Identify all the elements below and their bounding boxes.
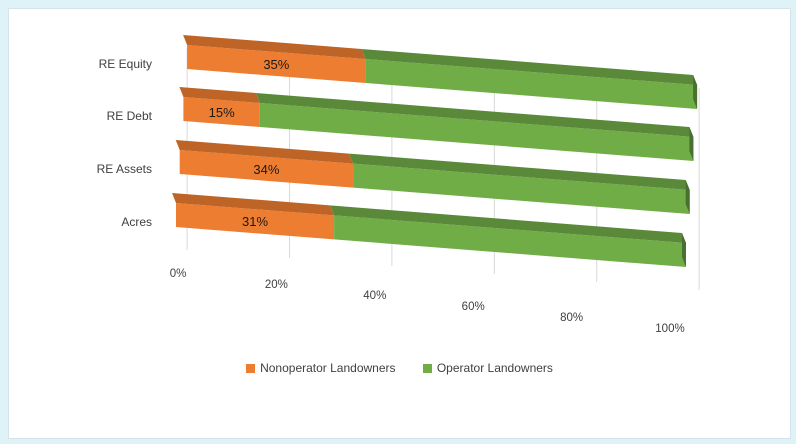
bar-segment-nonoperator-acres [172,193,335,240]
category-label-re-equity: RE Equity [99,57,152,71]
bar-segment-operator-re-debt [255,93,694,161]
bar-segment-operator-acres [330,205,686,267]
x-tick-label: 0% [170,268,187,280]
legend-item-operator: Operator Landowners [422,361,553,375]
chart-area: RE Equity RE Debt RE Assets Acres 0% 20% 40% 6… [8,8,791,439]
bar-segment-nonoperator-re-equity [183,35,366,83]
legend-swatch-operator [422,364,432,373]
x-tick-label: 20% [265,279,288,291]
bar-segment-nonoperator-re-assets [175,140,354,188]
legend-swatch-nonoperator [246,364,256,373]
tick-labels: 0% 20% 40% 60% 80% 100% [170,268,685,335]
bar-segment-operator-re-equity [361,49,698,109]
legend-label-nonoperator: Nonoperator Landowners [260,361,396,375]
data-label-acres: 31% [242,214,268,229]
x-tick-label: 60% [462,301,485,313]
x-tick-label: 100% [655,323,684,335]
category-label-re-debt: RE Debt [107,109,153,123]
data-label-re-equity: 35% [263,57,289,72]
data-label-re-assets: 34% [253,162,279,177]
bar-segment-nonoperator-re-debt [179,87,260,127]
bar-segment-operator-re-assets [349,153,690,214]
legend-item-nonoperator: Nonoperator Landowners [246,361,396,375]
bars [172,35,698,267]
x-tick-label: 80% [560,312,583,324]
data-labels: 35% 15% 34% 31% [209,57,290,229]
category-label-re-assets: RE Assets [97,162,152,176]
data-label-re-debt: 15% [209,105,235,120]
category-label-acres: Acres [121,215,152,229]
x-tick-label: 40% [363,290,386,302]
category-labels: RE Equity RE Debt RE Assets Acres [97,57,153,229]
legend: Nonoperator Landowners Operator Landowne… [9,361,790,375]
chart-plot: RE Equity RE Debt RE Assets Acres 0% 20% 40% 6… [97,35,700,335]
legend-label-operator: Operator Landowners [436,361,553,375]
